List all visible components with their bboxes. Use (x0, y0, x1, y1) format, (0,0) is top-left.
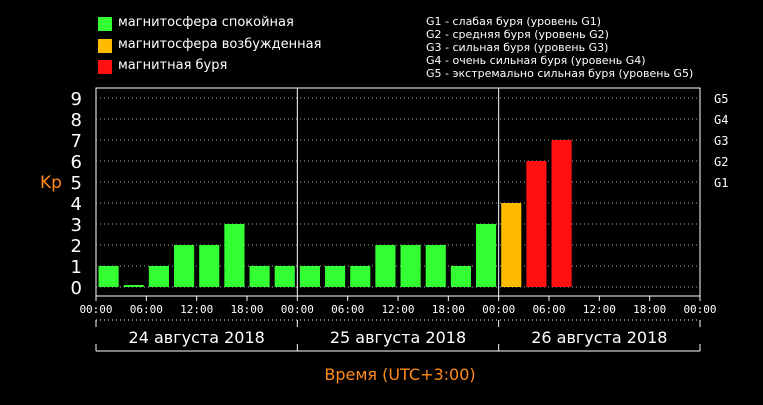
kp-bar (148, 266, 169, 287)
kp-bar (123, 285, 144, 287)
kp-bar (325, 266, 346, 287)
right-tick-label: G3 (714, 134, 728, 148)
x-tick-label: 06:00 (532, 303, 565, 316)
right-tick-label: G1 (714, 176, 728, 190)
y-tick-label: 7 (71, 131, 82, 152)
kp-bar (199, 245, 220, 287)
legend-label-quiet: магнитосфера спокойная (118, 15, 294, 30)
storm-level-g5: G5 - экстремально сильная буря (уровень … (426, 67, 694, 80)
day-label: 26 августа 2018 (531, 328, 667, 347)
kp-bar (299, 266, 320, 287)
y-tick-label: 2 (71, 236, 82, 257)
x-tick-label: 12:00 (381, 303, 414, 316)
kp-bar (400, 245, 421, 287)
y-tick-label: 9 (71, 89, 82, 110)
storm-level-g3: G3 - сильная буря (уровень G3) (426, 41, 609, 54)
x-tick-label: 06:00 (331, 303, 364, 316)
kp-bar (224, 224, 245, 287)
day-label: 24 августа 2018 (129, 328, 265, 347)
x-tick-label: 12:00 (180, 303, 213, 316)
storm-level-g4: G4 - очень сильная буря (уровень G4) (426, 54, 646, 67)
x-tick-label: 18:00 (633, 303, 666, 316)
y-tick-label: 0 (71, 278, 82, 299)
day-label: 25 августа 2018 (330, 328, 466, 347)
x-tick-label: 12:00 (583, 303, 616, 316)
storm-level-legend: G1 - слабая буря (уровень G1) G2 - средн… (426, 15, 693, 80)
kp-bar (425, 245, 446, 287)
y-tick-label: 1 (71, 257, 82, 278)
y-tick-label: 3 (71, 215, 82, 236)
kp-bar (350, 266, 371, 287)
x-axis-label: Время (UTC+3:00) (324, 365, 475, 384)
legend-swatch-quiet (98, 17, 112, 31)
kp-bar (274, 266, 295, 287)
kp-bar (375, 245, 396, 287)
x-tick-label: 00:00 (482, 303, 515, 316)
legend-swatch-active (98, 39, 112, 53)
x-tick-label: 00:00 (683, 303, 716, 316)
kp-bar (450, 266, 471, 287)
kp-bar (526, 161, 547, 287)
storm-level-g2: G2 - средняя буря (уровень G2) (426, 28, 609, 41)
kp-bar (98, 266, 119, 287)
storm-level-g1: G1 - слабая буря (уровень G1) (426, 15, 602, 28)
x-tick-label: 18:00 (230, 303, 263, 316)
kp-bar (249, 266, 270, 287)
legend-label-active: магнитосфера возбужденная (118, 37, 322, 52)
y-axis-label: Kp (40, 173, 62, 193)
right-tick-label: G4 (714, 113, 728, 127)
y-tick-label: 8 (71, 110, 82, 131)
x-tick-label: 00:00 (281, 303, 314, 316)
x-tick-label: 06:00 (130, 303, 163, 316)
x-tick-label: 18:00 (432, 303, 465, 316)
legend-swatch-storm (98, 60, 112, 74)
y-tick-label: 4 (71, 194, 82, 215)
x-tick-label: 00:00 (79, 303, 112, 316)
legend-label-storm: магнитная буря (118, 58, 228, 73)
right-tick-label: G5 (714, 92, 728, 106)
right-tick-label: G2 (714, 155, 728, 169)
kp-bar (476, 224, 497, 287)
kp-bar (174, 245, 195, 287)
kp-bar (551, 140, 572, 287)
kp-bar (501, 203, 522, 287)
y-tick-label: 6 (71, 152, 82, 173)
y-tick-label: 5 (71, 173, 82, 194)
